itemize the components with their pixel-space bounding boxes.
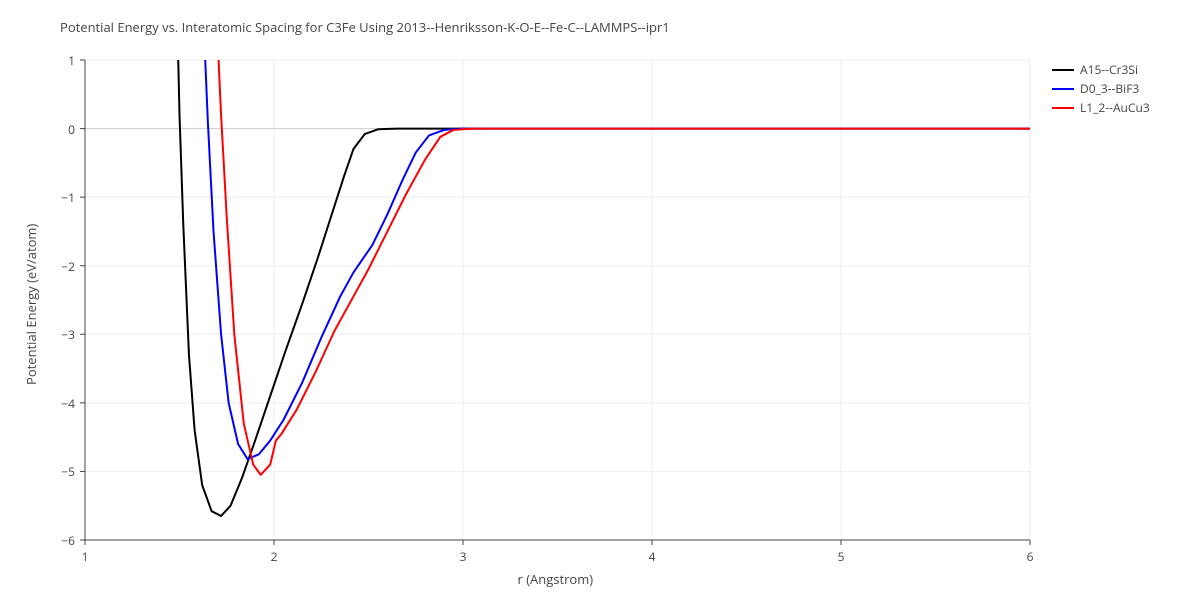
x-tick-label: 4 xyxy=(642,548,662,565)
x-tick-label: 2 xyxy=(264,548,284,565)
y-tick-label: −1 xyxy=(45,189,75,206)
chart-container: Potential Energy vs. Interatomic Spacing… xyxy=(0,0,1200,600)
x-tick-label: 6 xyxy=(1020,548,1040,565)
y-tick-label: −4 xyxy=(45,395,75,412)
legend-label: D0_3--BiF3 xyxy=(1080,80,1139,97)
series-line xyxy=(178,33,1030,516)
y-axis-label: Potential Energy (eV/atom) xyxy=(22,224,40,385)
series-line xyxy=(217,33,1030,475)
y-tick-label: −2 xyxy=(45,258,75,275)
y-tick-label: 0 xyxy=(45,121,75,138)
y-tick-label: −3 xyxy=(45,326,75,343)
y-tick-label: −5 xyxy=(45,463,75,480)
chart-title: Potential Energy vs. Interatomic Spacing… xyxy=(60,18,670,36)
legend-item[interactable]: A15--Cr3Si xyxy=(1052,60,1150,79)
x-axis-label: r (Angstrom) xyxy=(518,570,594,588)
legend-swatch xyxy=(1052,107,1074,109)
x-tick-label: 1 xyxy=(75,548,95,565)
series-line xyxy=(204,33,1030,460)
legend-label: A15--Cr3Si xyxy=(1080,61,1138,78)
x-tick-label: 3 xyxy=(453,548,473,565)
legend: A15--Cr3Si D0_3--BiF3 L1_2--AuCu3 xyxy=(1052,60,1150,117)
legend-swatch xyxy=(1052,69,1074,71)
legend-label: L1_2--AuCu3 xyxy=(1080,99,1150,116)
plot-area xyxy=(0,0,1200,600)
y-tick-label: −6 xyxy=(45,532,75,549)
legend-item[interactable]: L1_2--AuCu3 xyxy=(1052,98,1150,117)
y-tick-label: 1 xyxy=(45,52,75,69)
legend-swatch xyxy=(1052,88,1074,90)
legend-item[interactable]: D0_3--BiF3 xyxy=(1052,79,1150,98)
x-tick-label: 5 xyxy=(831,548,851,565)
